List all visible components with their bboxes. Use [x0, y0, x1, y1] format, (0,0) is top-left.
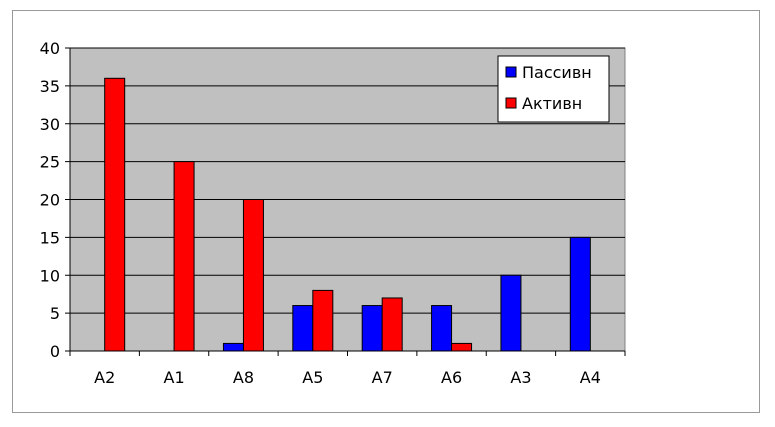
bars: [104, 77, 591, 352]
y-tick-label: 10: [40, 266, 60, 285]
bar-a7-passive: [361, 305, 383, 352]
x-tick-label: A3: [510, 368, 531, 387]
y-tick-label: 20: [40, 191, 60, 210]
bar-a5-passive: [292, 305, 314, 352]
x-tick-label: A7: [372, 368, 393, 387]
y-tick-label: 25: [40, 153, 60, 172]
bar-a2-active: [104, 77, 126, 352]
x-tick-label: A2: [94, 368, 115, 387]
y-tick-label: 40: [40, 39, 60, 58]
bar-a6-active: [451, 342, 473, 352]
bar-a4-passive: [569, 236, 591, 352]
y-tick-label: 15: [40, 228, 60, 247]
y-tick-label: 35: [40, 77, 60, 96]
x-tick-labels: A2 A1 A8 A5 A7 A6 A3 A4: [69, 351, 626, 387]
y-tick-label: 0: [50, 342, 60, 361]
x-tick-label: A8: [233, 368, 254, 387]
bar-a8-passive: [222, 342, 244, 352]
legend-swatch-passive: [505, 66, 517, 78]
y-tick-labels: 0 5 10 15 20 25 30 35 40: [40, 39, 70, 361]
bar-a8-active: [242, 199, 264, 352]
x-tick-label: A4: [580, 368, 601, 387]
bar-a7-active: [381, 297, 403, 352]
legend: Пассивн Активн: [497, 55, 610, 123]
bar-a1-active: [173, 161, 195, 352]
legend-swatch-active: [505, 97, 517, 109]
x-tick-label: A1: [164, 368, 185, 387]
bar-a5-active: [312, 289, 334, 352]
x-tick-label: A5: [302, 368, 323, 387]
y-tick-label: 30: [40, 115, 60, 134]
x-tick-label: A6: [441, 368, 462, 387]
bar-a6-passive: [431, 305, 453, 352]
legend-label-active: Активн: [522, 94, 582, 113]
bar-a3-passive: [500, 274, 522, 352]
y-tick-label: 5: [50, 304, 60, 323]
legend-label-passive: Пассивн: [522, 63, 592, 82]
gridlines: [70, 47, 625, 314]
